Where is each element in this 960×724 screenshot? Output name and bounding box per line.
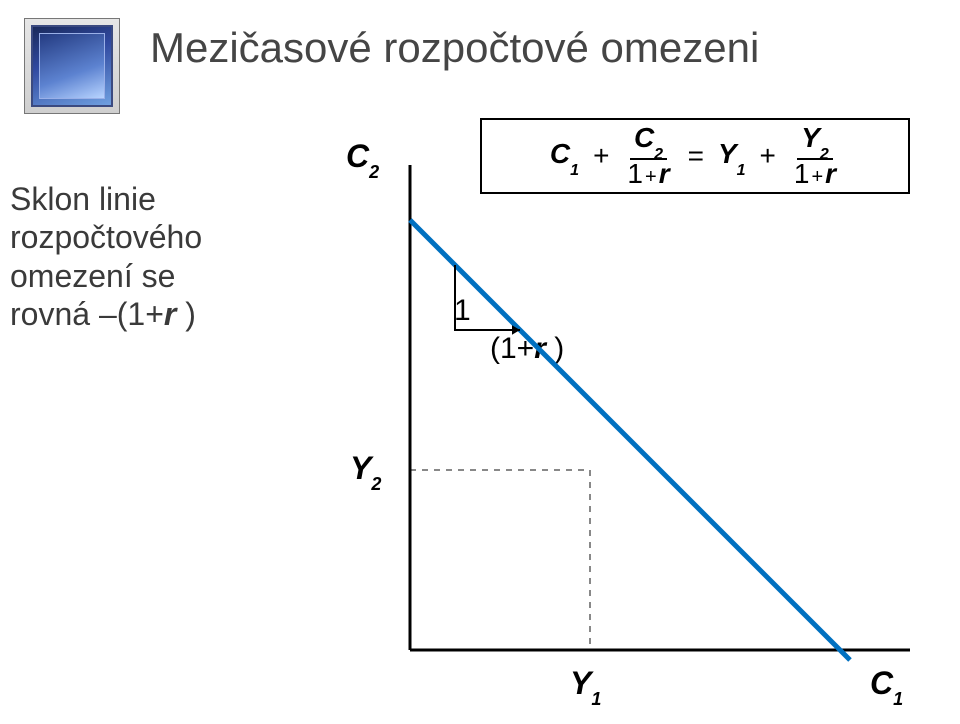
axis-label-C1: C1: [870, 665, 903, 706]
page-title: Mezičasové rozpočtové omezeni: [150, 24, 759, 72]
callout-line4-var: r: [164, 296, 176, 332]
axis-label-Y1: Y1: [570, 665, 601, 706]
budget-line: [410, 220, 850, 660]
budget-chart: [400, 160, 920, 670]
slide-root: Mezičasové rozpočtové omezeni Sklon lini…: [0, 0, 960, 724]
callout-line3: omezení se: [10, 258, 175, 294]
slide-icon: [24, 18, 120, 114]
axis-label-C2: C2: [346, 138, 379, 179]
callout-line4-prefix: rovná –(1+: [10, 296, 164, 332]
callout-line1: Sklon linie: [10, 181, 156, 217]
slide-icon-core: [39, 33, 105, 99]
callout-line4-suffix: ): [176, 296, 196, 332]
slide-icon-inner: [31, 25, 113, 107]
callout-line2: rozpočtového: [10, 219, 202, 255]
slope-callout: Sklon linie rozpočtového omezení se rovn…: [10, 180, 280, 334]
axis-label-Y2: Y2: [350, 450, 381, 491]
